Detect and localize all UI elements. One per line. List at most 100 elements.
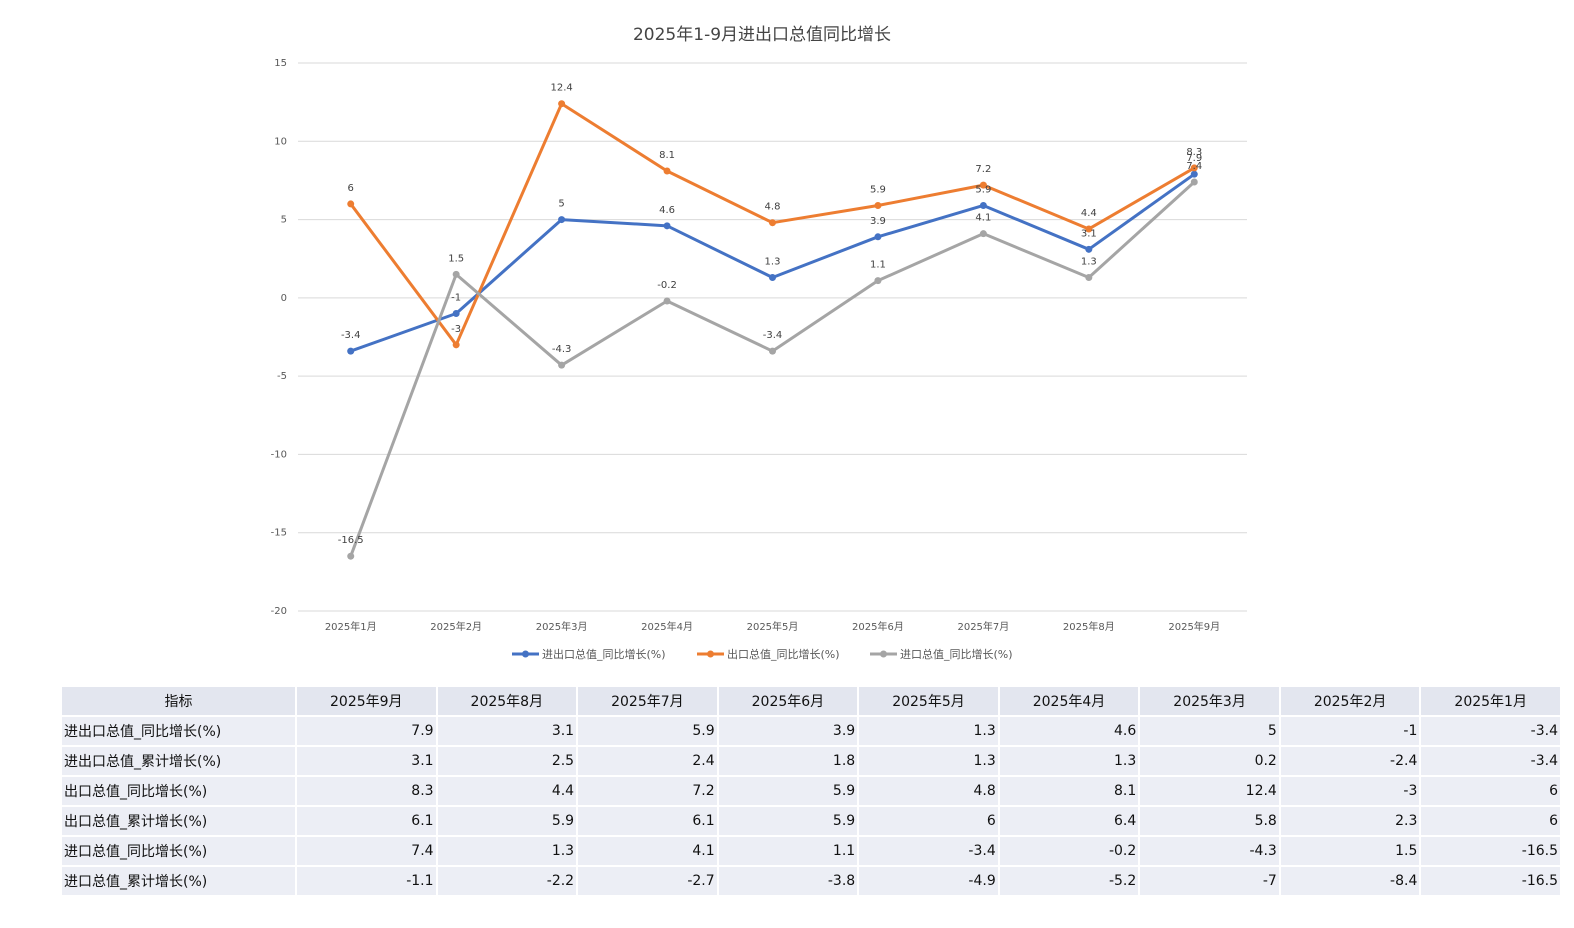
x-tick-label: 2025年8月: [1063, 620, 1115, 633]
data-point: [1190, 178, 1198, 186]
table-row-label: 出口总值_累计增长(%): [62, 807, 295, 835]
data-point: [558, 216, 566, 224]
legend: 进出口总值_同比增长(%) 出口总值_同比增长(%) 进口总值_同比增长(%): [512, 647, 1013, 661]
table-row: 进出口总值_累计增长(%) 3.1 2.5 2.4 1.8 1.3 1.3 0.2 -2.4 -3…: [62, 747, 1560, 775]
table-cell: -3.4: [1421, 717, 1560, 745]
table-cell: 2.5: [437, 747, 577, 775]
data-label: 7.9: [1186, 153, 1202, 164]
table-cell: 8.1: [999, 777, 1139, 805]
data-label: -3.4: [763, 330, 783, 341]
y-tick-label: -5: [277, 371, 287, 382]
data-labels: -3.4 -1 5 4.6 1.3 3.9 5.9 3.1 7.9 6 -3 12.4 8.1 4.8 5.…: [338, 83, 1202, 546]
table-cell: -2.4: [1280, 747, 1420, 775]
table-cell: 5.9: [437, 807, 577, 835]
table-cell: 3.1: [297, 747, 436, 775]
data-point: [769, 219, 776, 227]
data-point: [1085, 274, 1093, 282]
table-header-cell: 2025年6月: [718, 687, 858, 715]
table-cell: 4.1: [578, 837, 717, 865]
table-row: 出口总值_累计增长(%) 6.1 5.9 6.1 5.9 6 6.4 5.8 2.3 6: [62, 807, 1560, 835]
data-label: 5: [558, 199, 564, 210]
table-cell: -8.4: [1280, 867, 1420, 895]
data-label: 1.3: [1081, 257, 1097, 268]
table-cell: 6: [1421, 807, 1560, 835]
x-axis-ticks: 2025年1月 2025年2月 2025年3月 2025年4月 2025年5月 2025年…: [325, 620, 1220, 633]
series-lines: [347, 100, 1198, 560]
data-label: -16.5: [338, 535, 364, 546]
data-label: 1.1: [870, 260, 886, 271]
table-row-label: 进口总值_同比增长(%): [62, 837, 295, 865]
table-row-label: 进口总值_累计增长(%): [62, 867, 295, 895]
x-tick-label: 2025年7月: [957, 620, 1009, 633]
table-cell: 4.6: [999, 717, 1139, 745]
table-header-cell: 2025年3月: [1140, 687, 1279, 715]
table-cell: -3.4: [859, 837, 998, 865]
legend-marker: [707, 650, 714, 658]
table-row: 出口总值_同比增长(%) 8.3 4.4 7.2 5.9 4.8 8.1 12.4 -3 6: [62, 777, 1560, 805]
data-point: [769, 274, 776, 282]
x-tick-label: 2025年5月: [747, 620, 799, 633]
table-row-label: 进出口总值_累计增长(%): [62, 747, 295, 775]
table-cell: 6.4: [999, 807, 1139, 835]
legend-entry: 进口总值_同比增长(%): [900, 647, 1013, 661]
table-header-cell: 2025年1月: [1421, 687, 1560, 715]
data-point: [979, 201, 987, 209]
data-label: 1.5: [448, 253, 464, 264]
data-table: 指标 2025年9月 2025年8月 2025年7月 2025年6月 2025年5月 202…: [60, 685, 1562, 897]
table-row: 进口总值_同比增长(%) 7.4 1.3 4.1 1.1 -3.4 -0.2 -4.3 1.5-…: [62, 837, 1560, 865]
table-row: 进出口总值_同比增长(%) 7.9 3.1 5.9 3.9 1.3 4.6 5 -1 -3.4: [62, 717, 1560, 745]
table-cell: 5.9: [718, 777, 858, 805]
data-label: -0.2: [657, 280, 677, 291]
table-cell: 1.3: [859, 747, 998, 775]
table-header-cell: 2025年7月: [578, 687, 717, 715]
table-header-cell: 2025年2月: [1280, 687, 1420, 715]
table-header-cell: 2025年5月: [859, 687, 998, 715]
data-point: [1085, 245, 1093, 253]
y-tick-label: -15: [271, 528, 287, 539]
table-cell: -0.2: [999, 837, 1139, 865]
table-row: 进口总值_累计增长(%) -1.1 -2.2 -2.7 -3.8 -4.9 -5.2 -7 -8…: [62, 867, 1560, 895]
table-cell: 6: [1421, 777, 1560, 805]
table-row-label: 出口总值_同比增长(%): [62, 777, 295, 805]
table-header-cell: 指标: [62, 687, 295, 715]
data-label: -3.4: [341, 330, 361, 341]
table-cell: -4.3: [1140, 837, 1279, 865]
table-cell: -16.5: [1421, 837, 1560, 865]
data-label: -3: [451, 324, 461, 335]
data-label: 8.3: [1186, 147, 1202, 158]
table-cell: -1: [1280, 717, 1420, 745]
x-tick-label: 2025年9月: [1168, 620, 1220, 633]
data-point: [452, 310, 460, 318]
data-point: [663, 297, 671, 305]
table-cell: 7.9: [297, 717, 436, 745]
table-cell: 3.9: [718, 717, 858, 745]
table-header-cell: 2025年9月: [297, 687, 436, 715]
table-cell: -5.2: [999, 867, 1139, 895]
y-axis-ticks: 15 10 5 0 -5 -10 -15 -20: [271, 58, 287, 617]
data-label: 12.4: [550, 83, 572, 94]
table-header-cell: 2025年4月: [999, 687, 1139, 715]
data-point: [663, 222, 671, 230]
data-point: [874, 277, 882, 285]
x-tick-label: 2025年3月: [536, 620, 588, 633]
table-cell: 6.1: [297, 807, 436, 835]
data-label: 5.9: [870, 184, 886, 195]
data-point: [874, 201, 882, 209]
data-label: 6: [348, 183, 354, 194]
table-cell: 1.8: [718, 747, 858, 775]
data-label: 4.6: [659, 205, 675, 216]
data-label: 7.4: [1186, 161, 1202, 172]
table-cell: 1.3: [859, 717, 998, 745]
table-cell: 7.2: [578, 777, 717, 805]
table-cell: 1.3: [999, 747, 1139, 775]
table-cell: 12.4: [1140, 777, 1279, 805]
data-point: [558, 100, 566, 108]
table-cell: 7.4: [297, 837, 436, 865]
data-point: [452, 270, 460, 278]
table-header-cell: 2025年8月: [437, 687, 577, 715]
table-cell: 6: [859, 807, 998, 835]
table-cell: 1.1: [718, 837, 858, 865]
data-point: [663, 167, 671, 175]
legend-entry: 进出口总值_同比增长(%): [542, 647, 666, 661]
